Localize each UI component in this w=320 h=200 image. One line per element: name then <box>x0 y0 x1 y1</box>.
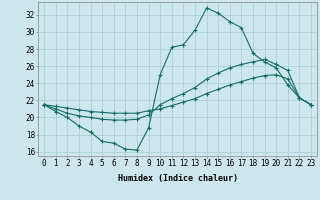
X-axis label: Humidex (Indice chaleur): Humidex (Indice chaleur) <box>118 174 238 183</box>
